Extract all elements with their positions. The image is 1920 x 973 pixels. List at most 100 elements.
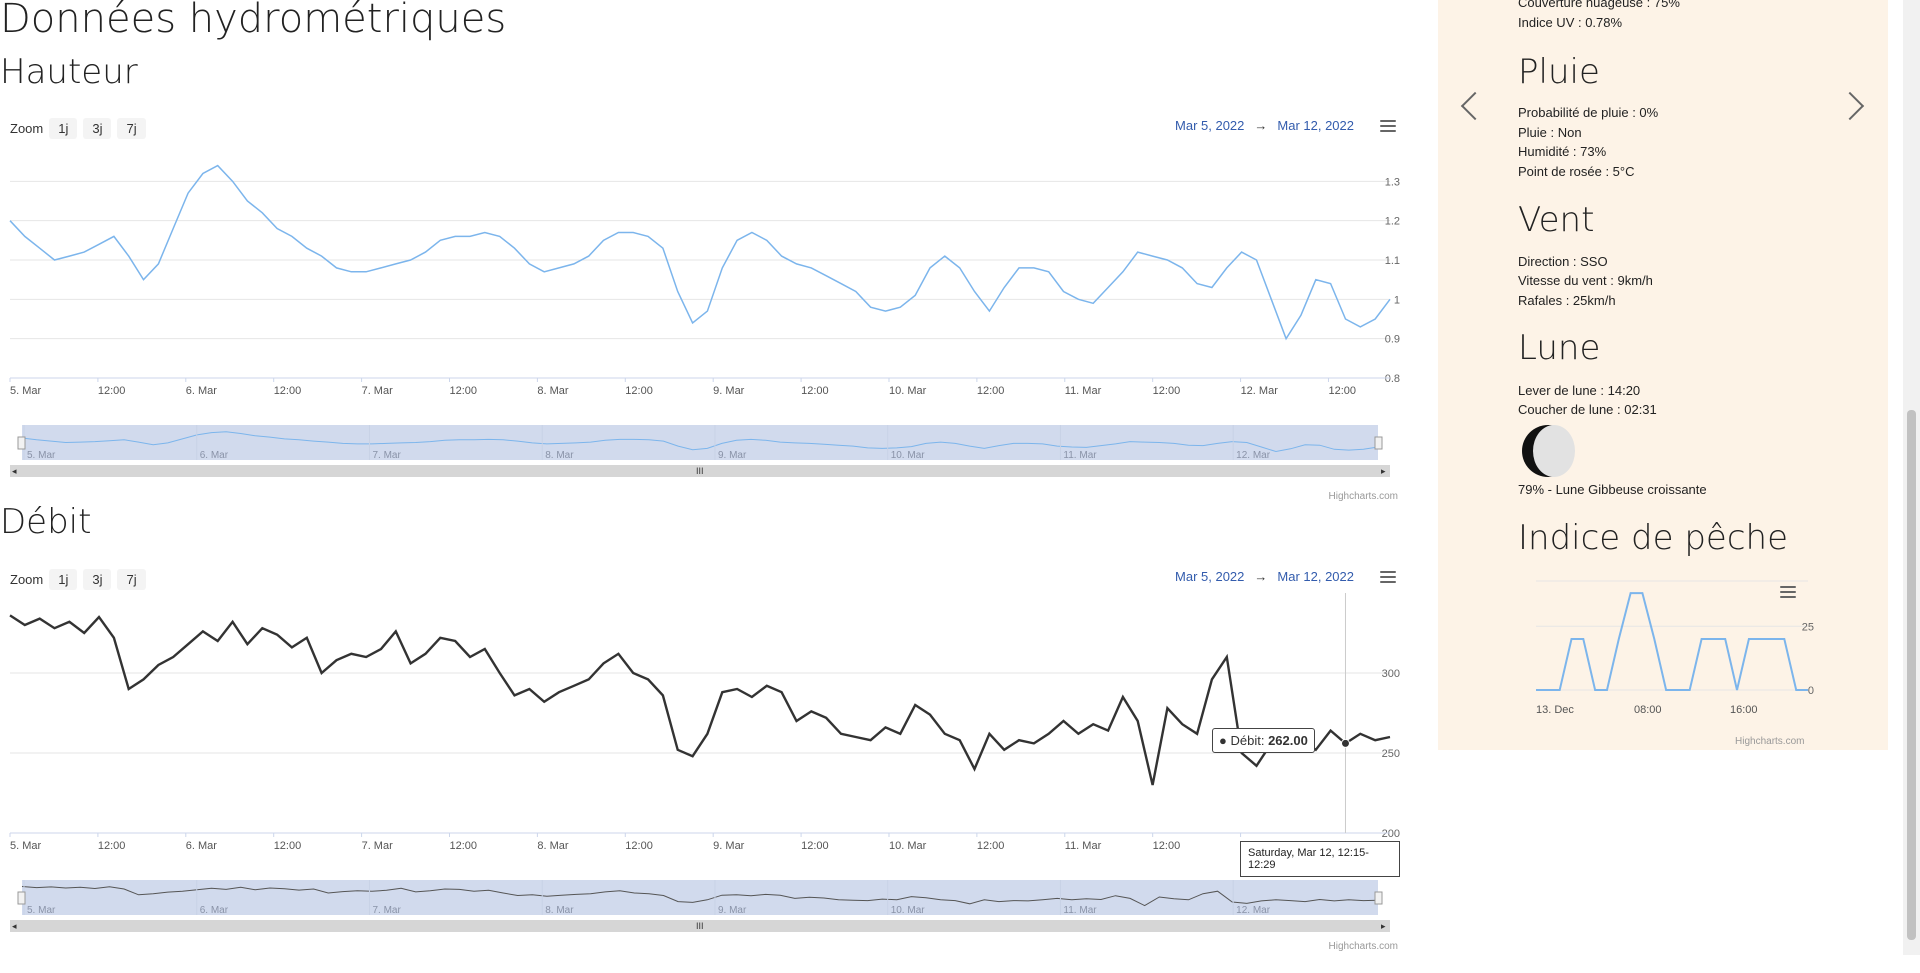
x-tick-label: 12:00 — [98, 840, 126, 852]
credits-link[interactable]: Highcharts.com — [1735, 736, 1805, 747]
scroll-left-icon: ◂ — [12, 466, 17, 476]
credits-link[interactable]: Highcharts.com — [1328, 491, 1398, 502]
debit-plot: 300 250 200 5. Mar 12:00 6. Mar 12:00 7. Mar 12:… — [9, 593, 1400, 932]
navigator-label: 11. Mar — [1063, 450, 1097, 461]
y-tick-label: 250 — [1382, 748, 1400, 760]
zoom-7j-button[interactable]: 7j — [117, 569, 146, 590]
scroll-right-icon: ▸ — [1381, 466, 1386, 476]
vent-line: Direction : SSO — [1518, 254, 1608, 269]
navigator-label: 9. Mar — [718, 450, 747, 461]
uv-index-text: Indice UV : 0.78% — [1518, 15, 1623, 30]
hover-point — [1340, 738, 1350, 748]
lune-title: Lune — [1518, 328, 1601, 368]
zoom-1j-button[interactable]: 1j — [49, 118, 78, 139]
range-end-input[interactable]: Mar 12, 2022 — [1277, 569, 1354, 584]
navigator-handle-right — [1374, 891, 1383, 905]
navigator-series — [21, 431, 1379, 453]
x-tick-label: 6. Mar — [186, 840, 218, 852]
x-tick-label: 10. Mar — [889, 385, 927, 397]
pluie-line: Point de rosée : 5°C — [1518, 164, 1635, 179]
scroll-right-icon: ▸ — [1381, 921, 1386, 931]
zoom-7j-button[interactable]: 7j — [117, 118, 146, 139]
date-range: Mar 5, 2022 → Mar 12, 2022 — [1175, 569, 1354, 584]
x-tick-label: 12:00 — [801, 840, 829, 852]
pluie-line: Pluie : Non — [1518, 125, 1582, 140]
moon-phase-icon — [1522, 425, 1575, 477]
credits-link[interactable]: Highcharts.com — [1328, 941, 1398, 952]
navigator-label: 8. Mar — [545, 450, 574, 461]
range-start-input[interactable]: Mar 5, 2022 — [1175, 118, 1245, 133]
hauteur-plot: 1.3 1.2 1.1 1 0.9 0.8 5. Mar 12:00 6. Mar 12:00 7.… — [9, 164, 1400, 477]
zoom-1j-button[interactable]: 1j — [49, 569, 78, 590]
x-tick-label: 12:00 — [1153, 840, 1181, 852]
x-tick-label: 8. Mar — [537, 840, 569, 852]
chart-scrollbar — [10, 920, 1390, 932]
vent-line: Rafales : 25km/h — [1518, 293, 1616, 308]
next-arrow-icon[interactable] — [1835, 91, 1865, 121]
scrollbar-thumb[interactable] — [1907, 410, 1916, 940]
zoom-label: Zoom — [10, 572, 44, 587]
page-scrollbar[interactable] — [1903, 0, 1920, 955]
date-range: Mar 5, 2022 → Mar 12, 2022 — [1175, 118, 1354, 133]
zoom-3j-button[interactable]: 3j — [83, 118, 112, 139]
navigator-label: 12. Mar — [1236, 450, 1271, 461]
range-end-input[interactable]: Mar 12, 2022 — [1277, 118, 1354, 133]
x-tick-label: 12:00 — [449, 385, 477, 397]
y-tick-label: 1.3 — [1385, 176, 1400, 188]
x-tick-label: 7. Mar — [362, 840, 394, 852]
range-arrow: → — [1254, 569, 1268, 584]
navigator-label: 8. Mar — [545, 905, 574, 916]
hamburger-menu-icon[interactable] — [1380, 571, 1396, 583]
debit-chart: Zoom 1j 3j 7j Mar 5, 2022 → Mar 12, 2022… — [0, 563, 1400, 955]
chart-scrollbar — [10, 465, 1390, 477]
zoom-label: Zoom — [10, 121, 44, 136]
navigator-handle-left — [17, 436, 26, 450]
y-tick-label: 25 — [1802, 621, 1814, 633]
x-tick-label: 12:00 — [625, 385, 653, 397]
range-arrow: → — [1254, 118, 1268, 133]
pluie-line: Probabilité de pluie : 0% — [1518, 105, 1659, 120]
prev-arrow-icon[interactable] — [1460, 91, 1490, 121]
x-tick-label: 9. Mar — [713, 385, 745, 397]
lune-line: Lever de lune : 14:20 — [1518, 383, 1641, 398]
x-tick-label: 11. Mar — [1065, 840, 1102, 852]
navigator-label: 7. Mar — [372, 450, 401, 461]
navigator-mask — [22, 880, 1378, 915]
series-line — [9, 164, 1391, 341]
x-tick-label: 16:00 — [1730, 704, 1758, 716]
navigator-label: 10. Mar — [891, 450, 926, 461]
x-tick-label: 08:00 — [1634, 704, 1662, 716]
x-tick-label: 12:00 — [449, 840, 477, 852]
series-line — [1536, 592, 1808, 691]
hamburger-menu-icon[interactable] — [1780, 586, 1796, 598]
tooltip-value: 262.00 — [1268, 733, 1308, 748]
navigator-label: 5. Mar — [27, 905, 56, 916]
pluie-line: Humidité : 73% — [1518, 144, 1607, 159]
navigator-series — [21, 886, 1379, 907]
scroll-grip-icon: III — [696, 466, 704, 476]
x-tick-label: 5. Mar — [10, 385, 42, 397]
y-tick-label: 200 — [1382, 828, 1400, 840]
scroll-grip-icon: III — [696, 921, 704, 931]
peche-title: Indice de pêche — [1518, 518, 1788, 558]
x-tick-label: 8. Mar — [537, 385, 569, 397]
x-tick-label: 12:00 — [274, 385, 302, 397]
hauteur-chart: Zoom 1j 3j 7j Mar 5, 2022 → Mar 12, 2022… — [0, 112, 1400, 507]
pluie-title: Pluie — [1518, 52, 1600, 92]
zoom-3j-button[interactable]: 3j — [83, 569, 112, 590]
page-title: Données hydrométriques — [0, 0, 507, 42]
y-tick-label: 300 — [1382, 668, 1400, 680]
x-tick-label: 5. Mar — [10, 840, 42, 852]
x-tick-label: 12:00 — [977, 385, 1005, 397]
y-tick-label: 1 — [1394, 294, 1400, 306]
range-start-input[interactable]: Mar 5, 2022 — [1175, 569, 1245, 584]
x-tick-label: 12:00 — [98, 385, 126, 397]
zoom-controls: Zoom 1j 3j 7j — [10, 118, 146, 139]
navigator-label: 10. Mar — [891, 905, 926, 916]
chart-tooltip: ● Débit: 262.00 — [1212, 728, 1315, 753]
hamburger-menu-icon[interactable] — [1380, 120, 1396, 132]
x-tick-label: 12:00 — [1328, 385, 1356, 397]
navigator-label: 11. Mar — [1063, 905, 1097, 916]
weather-sidebar: Couverture nuageuse : 75% Indice UV : 0.… — [1438, 0, 1888, 750]
navigator-handle-right — [1374, 436, 1383, 450]
